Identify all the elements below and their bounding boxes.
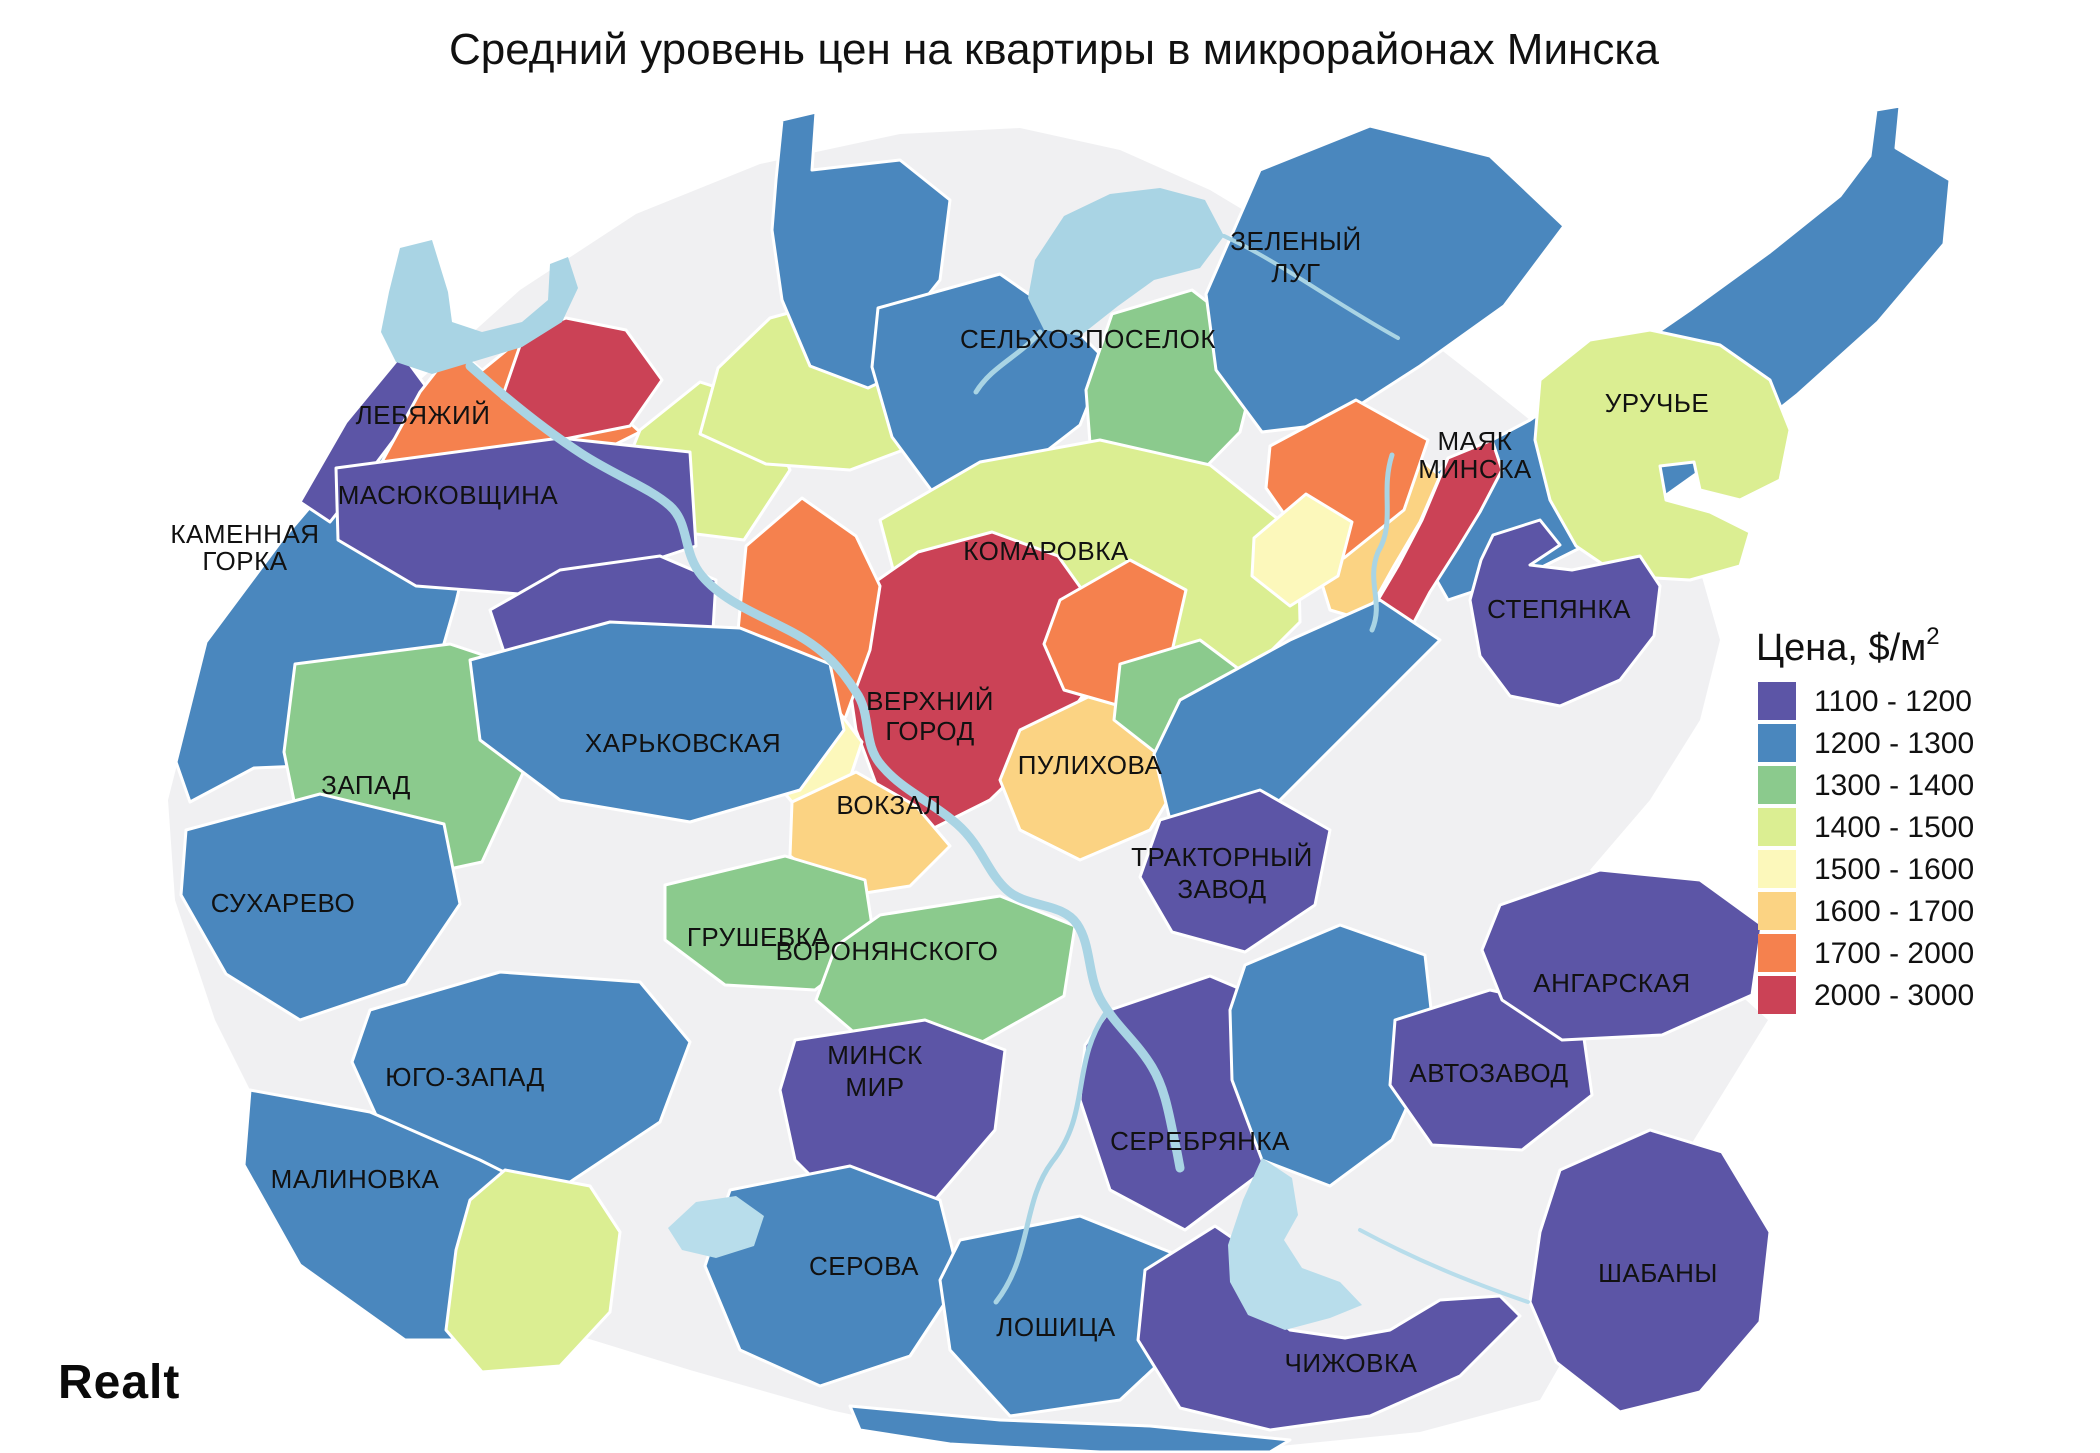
label-stepyanka: СТЕПЯНКА bbox=[1487, 594, 1631, 624]
label-zeleny-lug: ЗЕЛЕНЫЙ bbox=[1230, 226, 1361, 256]
label-zapad: ЗАПАД bbox=[321, 770, 411, 800]
legend-title-superscript: 2 bbox=[1926, 623, 1939, 650]
district-angarskaya bbox=[1480, 868, 1764, 1042]
label-minsk-mir-2: МИР bbox=[845, 1072, 904, 1102]
district-stepyanka bbox=[1468, 518, 1662, 708]
legend-title: Цена, $/м2 bbox=[1756, 623, 1940, 669]
label-kharkovskaya: ХАРЬКОВСКАЯ bbox=[585, 728, 781, 758]
legend-label-4: 1500 - 1600 bbox=[1814, 853, 1974, 886]
label-grushevka: ГРУШЕВКА bbox=[687, 922, 830, 952]
label-mayak-minska-2: МИНСКА bbox=[1418, 454, 1532, 484]
legend-label-7: 2000 - 3000 bbox=[1814, 979, 1974, 1012]
label-sukharevo: СУХАРЕВО bbox=[211, 888, 356, 918]
label-yugo-zapad: ЮГО-ЗАПАД bbox=[385, 1062, 545, 1092]
label-komarovka: КОМАРОВКА bbox=[963, 536, 1129, 566]
legend-swatch-7 bbox=[1758, 976, 1796, 1014]
label-malinovka: МАЛИНОВКА bbox=[271, 1164, 440, 1194]
legend-label-2: 1300 - 1400 bbox=[1814, 769, 1974, 802]
label-selkhozposelok: СЕЛЬХОЗПОСЕЛОК bbox=[960, 324, 1216, 354]
district-yg-malinovka-south bbox=[444, 1168, 622, 1374]
label-serova: СЕРОВА bbox=[809, 1251, 919, 1281]
stream-chizhovka-out bbox=[1358, 1228, 1530, 1304]
label-verkhny-gorod: ВЕРХНИЙ bbox=[866, 686, 994, 716]
label-serebryanka: СЕРЕБРЯНКА bbox=[1110, 1126, 1290, 1156]
district-pale-yellow-east bbox=[1250, 492, 1354, 608]
label-lebyazhy: ЛЕБЯЖИЙ bbox=[356, 400, 491, 430]
label-verkhny-gorod-2: ГОРОД bbox=[885, 716, 974, 746]
label-mayak-minska: МАЯК bbox=[1438, 426, 1513, 456]
river-svisloch bbox=[465, 361, 1185, 1173]
districts-layer bbox=[174, 104, 1952, 1453]
district-mayak-minska bbox=[1370, 438, 1504, 644]
label-traktorny-zavod: ТРАКТОРНЫЙ bbox=[1131, 842, 1313, 872]
water-layer bbox=[381, 188, 1530, 1330]
lake-drozdy bbox=[381, 240, 578, 374]
label-chizhovka: ЧИЖОВКА bbox=[1284, 1348, 1417, 1378]
stream-slepyanka bbox=[1369, 452, 1395, 633]
label-avtozavod: АВТОЗАВОД bbox=[1409, 1058, 1568, 1088]
label-shabany: ШАБАНЫ bbox=[1598, 1258, 1718, 1288]
stream-zeleny-lug bbox=[1222, 234, 1400, 340]
district-shabany bbox=[1528, 1128, 1772, 1414]
legend-label-5: 1600 - 1700 bbox=[1814, 895, 1974, 928]
legend-label-1: 1200 - 1300 bbox=[1814, 727, 1974, 760]
district-blue-southeast bbox=[1228, 923, 1437, 1188]
stream-tsnyanka-out bbox=[973, 329, 1043, 395]
district-loshitsa bbox=[938, 1214, 1197, 1418]
realt-logo: Realt bbox=[58, 1356, 180, 1409]
district-blue-bottom-band bbox=[848, 1404, 1292, 1453]
legend-swatch-1 bbox=[1758, 724, 1796, 762]
district-kharkovskaya bbox=[468, 620, 846, 824]
label-kamennaya-gorka-2: ГОРКА bbox=[202, 546, 287, 576]
legend-label-6: 1700 - 2000 bbox=[1814, 937, 1974, 970]
district-uruchye bbox=[1533, 328, 1792, 582]
district-labels: ЗЕЛЕНЫЙ ЛУГ СЕЛЬХОЗПОСЕЛОК УРУЧЬЕ ЛЕБЯЖИ… bbox=[170, 226, 1717, 1378]
district-blue-band-center bbox=[1152, 598, 1442, 852]
district-sukharevo bbox=[179, 792, 462, 1022]
legend-swatch-4 bbox=[1758, 850, 1796, 888]
label-traktorny-zavod-2: ЗАВОД bbox=[1177, 874, 1266, 904]
label-zeleny-lug-2: ЛУГ bbox=[1271, 258, 1320, 288]
legend: Цена, $/м2 1100 - 1200 1200 - 1300 1300 … bbox=[1756, 623, 1974, 1014]
label-kamennaya-gorka: КАМЕННАЯ bbox=[170, 519, 319, 549]
label-angarskaya: АНГАРСКАЯ bbox=[1533, 968, 1690, 998]
label-minsk-mir: МИНСК bbox=[827, 1040, 923, 1070]
legend-swatch-5 bbox=[1758, 892, 1796, 930]
legend-label-3: 1400 - 1500 bbox=[1814, 811, 1974, 844]
label-masyukovschina: МАСЮКОВЩИНА bbox=[338, 480, 559, 510]
pond-serova bbox=[668, 1196, 764, 1258]
legend-swatch-6 bbox=[1758, 934, 1796, 972]
reservoir-chizhovskoye bbox=[1228, 1158, 1362, 1330]
district-serova bbox=[703, 1164, 962, 1388]
label-uruchye: УРУЧЬЕ bbox=[1605, 388, 1710, 418]
stream-loshitsa bbox=[993, 1007, 1111, 1305]
district-traktorny-zavod bbox=[1138, 788, 1332, 954]
legend-swatch-2 bbox=[1758, 766, 1796, 804]
label-loshitsa: ЛОШИЦА bbox=[996, 1312, 1116, 1342]
district-yugo-zapad bbox=[350, 970, 692, 1192]
label-vokzal: ВОКЗАЛ bbox=[836, 790, 941, 820]
legend-swatch-3 bbox=[1758, 808, 1796, 846]
legend-label-0: 1100 - 1200 bbox=[1814, 685, 1972, 718]
lake-tsnyanka bbox=[1028, 188, 1224, 336]
page-title: Средний уровень цен на квартиры в микрор… bbox=[449, 25, 1660, 74]
label-pulikhova: ПУЛИХОВА bbox=[1018, 750, 1163, 780]
label-voronyanskogo: ВОРОНЯНСКОГО bbox=[776, 936, 999, 966]
district-zeleny-lug bbox=[1204, 124, 1566, 434]
legend-swatch-0 bbox=[1758, 682, 1796, 720]
